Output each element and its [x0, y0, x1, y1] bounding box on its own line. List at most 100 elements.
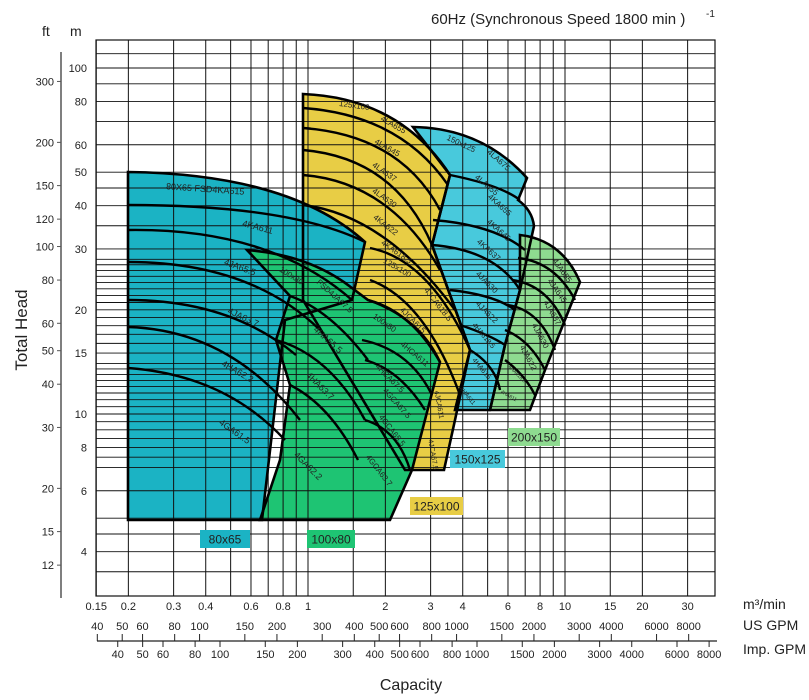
x-tick-usgpm: 60 [136, 621, 148, 633]
y-tick-m: 50 [75, 167, 87, 179]
y-tick-ft: 120 [36, 214, 54, 226]
x-tick-usgpm: 1000 [444, 621, 468, 633]
impeller-curve [275, 338, 367, 421]
x-tick-m3min: 0.2 [121, 601, 136, 613]
y-tick-ft: 200 [36, 137, 54, 149]
x-tick-m3min: 0.3 [166, 601, 181, 613]
x-tick-m3min: 0.4 [198, 601, 213, 613]
y-tick-ft: 80 [42, 275, 54, 287]
y-tick-m: 20 [75, 305, 87, 317]
region-outline-80x65 [126, 170, 367, 522]
legend-label: 150x125 [454, 453, 500, 467]
x-tick-usgpm: 4000 [599, 621, 623, 633]
y-tick-ft: 300 [36, 76, 54, 88]
x-tick-impgpm: 40 [112, 649, 124, 661]
x-tick-impgpm: 50 [137, 649, 149, 661]
legend-label: 125x100 [413, 500, 459, 514]
curve-label: 4JCA611 [433, 390, 445, 419]
y-unit-ft: ft [42, 23, 50, 39]
impeller-curve [459, 323, 506, 346]
x-tick-impgpm: 60 [157, 649, 169, 661]
x-tick-impgpm: 200 [288, 649, 306, 661]
y-tick-ft: 50 [42, 346, 54, 358]
y-tick-m: 40 [75, 201, 87, 213]
y-tick-m: 6 [81, 486, 87, 498]
x-tick-impgpm: 1000 [465, 649, 489, 661]
curve-label: 125x100 [339, 99, 371, 112]
legend-box-150x125 [450, 450, 505, 468]
impeller-curve [289, 383, 360, 461]
x-axis-label: Capacity [380, 677, 442, 694]
impeller-curve [127, 366, 286, 441]
x-tick-usgpm: 40 [91, 621, 103, 633]
legend-box-200x150 [508, 428, 560, 446]
impeller-curve [302, 203, 456, 311]
y-tick-ft: 30 [42, 422, 54, 434]
chart-title: 60Hz (Synchronous Speed 1800 min ) [431, 11, 685, 28]
impeller-curve [289, 294, 369, 361]
impeller-curve [504, 359, 537, 396]
legend-box-80x65 [200, 530, 250, 548]
region-outline-100x80 [243, 248, 442, 522]
x-tick-usgpm: 50 [116, 621, 128, 633]
impeller-curve [302, 148, 434, 246]
impeller-curve [449, 288, 516, 311]
region-outline-125x100 [301, 92, 472, 472]
x-tick-impgpm: 3000 [587, 649, 611, 661]
x-tick-m3min: 2 [382, 601, 388, 613]
x-tick-usgpm: 500 [370, 621, 388, 633]
impeller-curve [507, 303, 557, 351]
plot-frame [95, 39, 716, 597]
y-tick-ft: 12 [42, 560, 54, 572]
y-tick-m: 10 [75, 409, 87, 421]
x-tick-m3min: 3 [428, 601, 434, 613]
impeller-curve [361, 338, 434, 396]
x-tick-m3min: 0.8 [275, 601, 290, 613]
impeller-curve [364, 358, 427, 411]
legend-label: 200x150 [511, 431, 557, 445]
legend-label: 80x65 [209, 533, 242, 547]
x-tick-impgpm: 600 [411, 649, 429, 661]
x-tick-impgpm: 2000 [542, 649, 566, 661]
impeller-curve [432, 218, 526, 251]
impeller-curve [364, 418, 412, 471]
x-tick-m3min: 10 [559, 601, 571, 613]
x-tick-impgpm: 1500 [510, 649, 534, 661]
legend-box-125x100 [410, 497, 463, 515]
x-tick-usgpm: 80 [169, 621, 181, 633]
impeller-curve [302, 106, 449, 186]
x-tick-impgpm: 4000 [619, 649, 643, 661]
impeller-curve [127, 228, 353, 301]
x-tick-m3min: 1 [305, 601, 311, 613]
x-tick-usgpm: 400 [345, 621, 363, 633]
x-tick-usgpm: 150 [236, 621, 254, 633]
y-tick-m: 80 [75, 97, 87, 109]
y-tick-ft: 20 [42, 483, 54, 495]
impeller-curve [127, 298, 297, 356]
x-tick-usgpm: 800 [422, 621, 440, 633]
x-tick-impgpm: 8000 [697, 649, 721, 661]
x-tick-impgpm: 80 [189, 649, 201, 661]
y-tick-m: 15 [75, 348, 87, 360]
impeller-curve [302, 126, 442, 211]
x-unit-impgpm: Imp. GPM [743, 641, 806, 657]
y-tick-ft: 100 [36, 242, 54, 254]
x-tick-m3min: 30 [681, 601, 693, 613]
x-tick-usgpm: 100 [190, 621, 208, 633]
x-tick-impgpm: 100 [211, 649, 229, 661]
x-tick-m3min: 0.6 [243, 601, 258, 613]
x-tick-m3min: 20 [636, 601, 648, 613]
x-tick-usgpm: 1500 [490, 621, 514, 633]
x-tick-m3min: 8 [537, 601, 543, 613]
y-tick-m: 100 [69, 63, 87, 75]
impeller-curve [127, 203, 366, 244]
y-tick-ft: 15 [42, 527, 54, 539]
impeller-curve [511, 278, 567, 326]
x-tick-impgpm: 6000 [665, 649, 689, 661]
y-tick-m: 8 [81, 443, 87, 455]
x-tick-impgpm: 400 [366, 649, 384, 661]
legend-label: 100x80 [311, 533, 351, 547]
y-axis-label: Total Head [12, 289, 31, 370]
y-tick-m: 60 [75, 140, 87, 152]
